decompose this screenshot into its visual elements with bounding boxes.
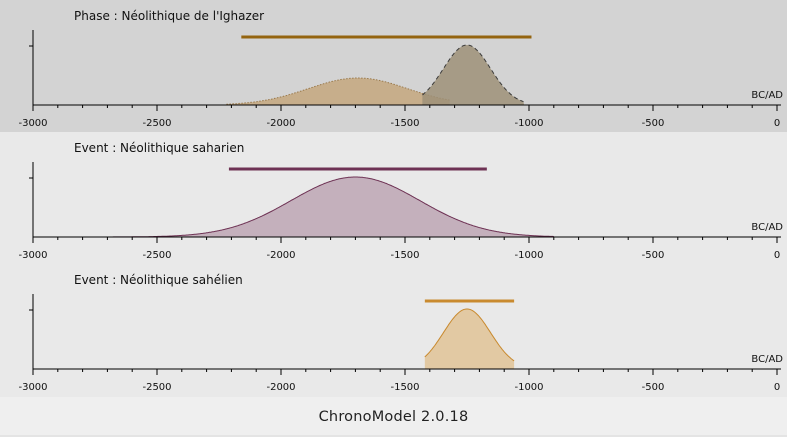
density-area-0 [424, 309, 515, 369]
x-tick-label: -2000 [266, 250, 295, 261]
chart-title: Phase : Néolithique de l'Ighazer [74, 9, 264, 23]
chart-title: Event : Néolithique sahélien [74, 273, 243, 287]
status-footer: ChronoModel 2.0.18 [0, 397, 787, 435]
x-tick-label: -2500 [142, 382, 171, 393]
x-tick-label: -3000 [18, 250, 47, 261]
x-tick-label: 0 [774, 250, 780, 261]
x-tick-label: -2000 [266, 118, 295, 129]
chart-panel-saharien[interactable]: Event : Néolithique saharien -3000 -2500 -2… [0, 132, 787, 264]
x-tick-label: -1500 [390, 250, 419, 261]
density-line-0 [424, 308, 515, 362]
app-version-label: ChronoModel 2.0.18 [318, 409, 469, 425]
density-area-0 [226, 78, 450, 105]
x-axis-label: BC/AD [751, 222, 783, 233]
density-area-0 [57, 177, 554, 237]
density-area-1 [422, 45, 525, 105]
x-tick-label: -1000 [514, 382, 543, 393]
x-tick-label: -3000 [18, 382, 47, 393]
chart-ighazer: Phase : Néolithique de l'Ighazer -3000 -25… [0, 0, 787, 132]
density-line-0 [226, 77, 450, 105]
x-tick-label: 0 [774, 118, 780, 129]
x-axis-label: BC/AD [751, 90, 783, 101]
x-tick-label: -1000 [514, 250, 543, 261]
chart-title: Event : Néolithique saharien [74, 141, 244, 155]
x-tick-label: -500 [642, 118, 665, 129]
x-tick-label: -2000 [266, 382, 295, 393]
x-tick-label: -1000 [514, 118, 543, 129]
panel-background [0, 264, 787, 397]
chart-panel-sahelien[interactable]: Event : Néolithique sahélien -3000 -2500 -2… [0, 264, 787, 397]
x-tick-label: 0 [774, 382, 780, 393]
chart-panel-ighazer[interactable]: Phase : Néolithique de l'Ighazer -3000 -25… [0, 0, 787, 132]
chart-saharien: Event : Néolithique saharien -3000 -2500 -2… [0, 132, 787, 264]
x-tick-label: -1500 [390, 118, 419, 129]
x-tick-label: -2500 [142, 118, 171, 129]
x-tick-label: -1500 [390, 382, 419, 393]
x-tick-label: -3000 [18, 118, 47, 129]
x-axis-label: BC/AD [751, 354, 783, 365]
panel-background [0, 0, 787, 132]
x-tick-label: -500 [642, 250, 665, 261]
x-tick-label: -2500 [142, 250, 171, 261]
x-tick-label: -500 [642, 382, 665, 393]
chart-sahelien: Event : Néolithique sahélien -3000 -2500 -2… [0, 264, 787, 397]
